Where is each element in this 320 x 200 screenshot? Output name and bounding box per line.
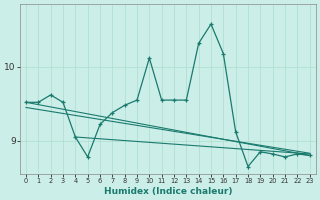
- X-axis label: Humidex (Indice chaleur): Humidex (Indice chaleur): [104, 187, 232, 196]
